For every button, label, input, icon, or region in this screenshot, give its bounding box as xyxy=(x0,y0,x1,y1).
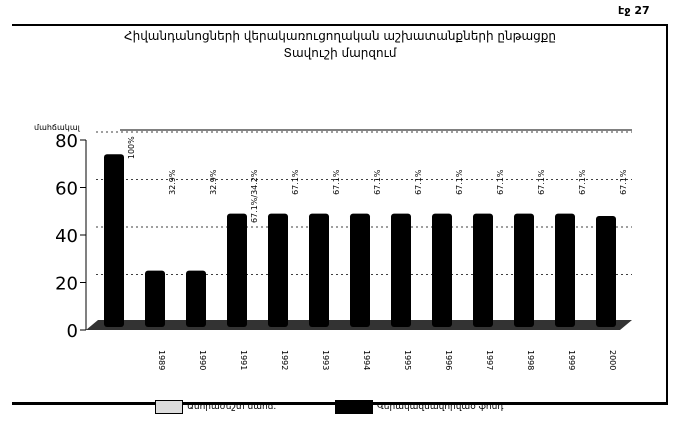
data-label: 67.1% xyxy=(496,169,505,195)
x-tick-label: 1994 xyxy=(362,350,371,370)
bar xyxy=(268,213,288,327)
y-tick-label: 0 xyxy=(67,321,78,342)
y-tick-label: 40 xyxy=(55,226,78,247)
data-label: 67.1% xyxy=(455,169,464,195)
y-tick-label: 20 xyxy=(55,274,78,295)
data-label: 32.9% xyxy=(209,169,218,195)
bar xyxy=(309,213,329,327)
x-tick-label: 1992 xyxy=(280,350,289,370)
bar xyxy=(227,213,247,327)
x-tick-label: 1998 xyxy=(526,350,535,370)
data-label: 67.1% xyxy=(537,169,546,195)
bar xyxy=(555,213,575,327)
y-tick-label: 60 xyxy=(55,179,78,200)
x-tick-label: 1990 xyxy=(198,350,207,370)
data-label: 67.1% xyxy=(291,169,300,195)
x-tick-label: 1996 xyxy=(444,350,453,370)
bar xyxy=(596,216,616,327)
bar xyxy=(432,213,452,327)
bar xyxy=(350,213,370,327)
page-number: էջ 27 xyxy=(618,4,650,17)
data-label: 32.9% xyxy=(168,169,177,195)
data-label: 67.1% xyxy=(578,169,587,195)
chart-title: Հիվանդանոցների վերակառուցողական աշխատանք… xyxy=(124,29,556,60)
bar xyxy=(104,154,124,327)
x-tick-label: 1995 xyxy=(403,350,412,370)
bar xyxy=(391,213,411,327)
legend-label-required: Անհրաժեշտ մահճ. xyxy=(187,402,277,412)
x-tick-label: 1991 xyxy=(239,350,248,370)
x-tick-label: 1997 xyxy=(485,350,494,370)
bar xyxy=(473,213,493,327)
data-label: 67.1% xyxy=(332,169,341,195)
legend-item-reconstructed: Վերակազմավորված ֆոնդ xyxy=(335,400,503,414)
bar xyxy=(186,270,206,327)
legend-swatch-required xyxy=(155,400,183,414)
data-label: 67.1% xyxy=(414,169,423,195)
data-label: 67.1% xyxy=(619,169,628,195)
data-label: 100% xyxy=(127,136,136,159)
legend-label-reconstructed: Վերակազմավորված ֆոնդ xyxy=(377,402,504,412)
legend-item-required: Անհրաժեշտ մահճ. xyxy=(155,400,276,414)
data-label: 67.1% xyxy=(373,169,382,195)
y-axis-label: մահճակալ xyxy=(34,123,81,132)
bar xyxy=(514,213,534,327)
bar xyxy=(145,270,165,327)
x-tick-label: 1993 xyxy=(321,350,330,370)
legend-swatch-reconstructed xyxy=(335,400,373,414)
y-tick-label: 80 xyxy=(55,131,78,152)
x-tick-label: 1989 xyxy=(157,350,166,370)
data-label: 67.1%/34.2% xyxy=(250,169,259,223)
x-tick-label: 1999 xyxy=(567,350,576,370)
x-tick-label: 2000 xyxy=(608,350,617,370)
